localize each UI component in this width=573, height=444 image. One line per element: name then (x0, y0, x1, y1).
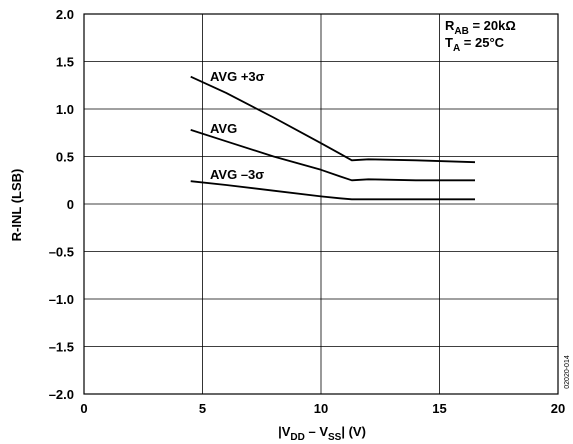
y-tick-label: 1.0 (56, 102, 74, 117)
x-tick-label: 5 (199, 401, 206, 416)
y-axis-title: R-INL (LSB) (9, 169, 24, 242)
grid-lines (84, 14, 558, 394)
figure-id: 02020-014 (564, 355, 571, 389)
y-tick-label: –1.0 (49, 292, 74, 307)
y-tick-label: –1.5 (49, 340, 74, 355)
y-tick-label: –2.0 (49, 387, 74, 402)
condition-ta: TA = 25°C (445, 35, 505, 54)
x-tick-labels: 0 5 10 15 20 (80, 401, 565, 416)
y-tick-label: 1.5 (56, 55, 74, 70)
series-label-avg-minus-3sigma: AVG –3σ (210, 167, 264, 182)
x-tick-label: 10 (314, 401, 328, 416)
y-tick-label: –0.5 (49, 245, 74, 260)
series-line-avg-plus-3sigma (190, 75, 476, 164)
plot-frame (83, 13, 559, 395)
series-line-avg (190, 129, 475, 182)
series-line-avg-minus-3sigma (190, 180, 475, 201)
series-label-avg: AVG (210, 121, 237, 136)
x-tick-label: 0 (80, 401, 87, 416)
conditions-box: RAB = 20kΩ TA = 25°C (445, 18, 516, 54)
y-tick-label: 2.0 (56, 7, 74, 22)
y-tick-label: 0 (67, 197, 74, 212)
x-axis-title: |VDD – VSS| (V) (278, 424, 366, 443)
y-tick-label: 0.5 (56, 150, 74, 165)
x-tick-label: 15 (432, 401, 446, 416)
condition-rab: RAB = 20kΩ (445, 18, 516, 37)
series-label-avg-plus-3sigma: AVG +3σ (210, 69, 265, 84)
y-tick-labels: 2.0 1.5 1.0 0.5 0 –0.5 –1.0 –1.5 –2.0 (49, 7, 74, 402)
x-tick-label: 20 (551, 401, 565, 416)
series-lines (190, 75, 476, 201)
